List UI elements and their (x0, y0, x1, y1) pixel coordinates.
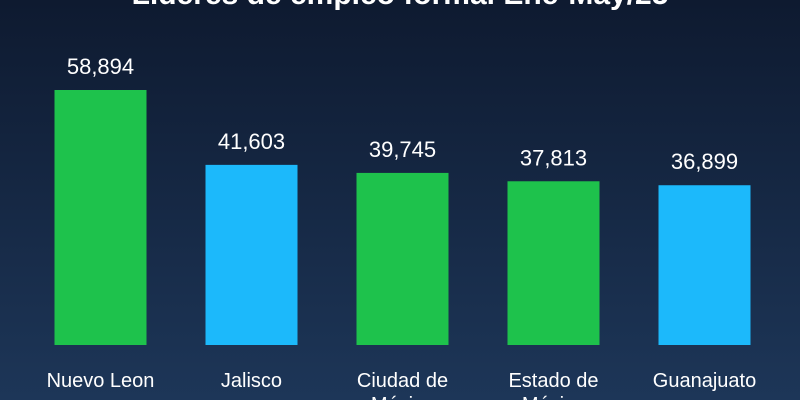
bar (54, 90, 147, 345)
chart-title: Líderes de empleo formal Ene-May/25 (132, 0, 669, 11)
x-tick-label: Estado deMéxico (508, 370, 598, 400)
x-tick-label: Nuevo Leon (47, 370, 155, 392)
value-label: 58,894 (67, 54, 134, 79)
value-label: 41,603 (218, 129, 285, 154)
x-tick-label: Jalisco (221, 370, 282, 392)
x-tick-label: Ciudad deMéxico (357, 370, 448, 400)
value-label: 36,899 (671, 149, 738, 174)
x-tick-label: Guanajuato (653, 370, 756, 392)
bar (205, 164, 298, 345)
plot: 58,894 Nuevo Leon 41,603 Jalisco 39,745 Ciuda… (47, 54, 757, 400)
value-label: 37,813 (520, 145, 587, 170)
bar (507, 181, 600, 345)
bar (356, 172, 449, 345)
value-label: 39,745 (369, 137, 436, 162)
bar (658, 185, 751, 345)
